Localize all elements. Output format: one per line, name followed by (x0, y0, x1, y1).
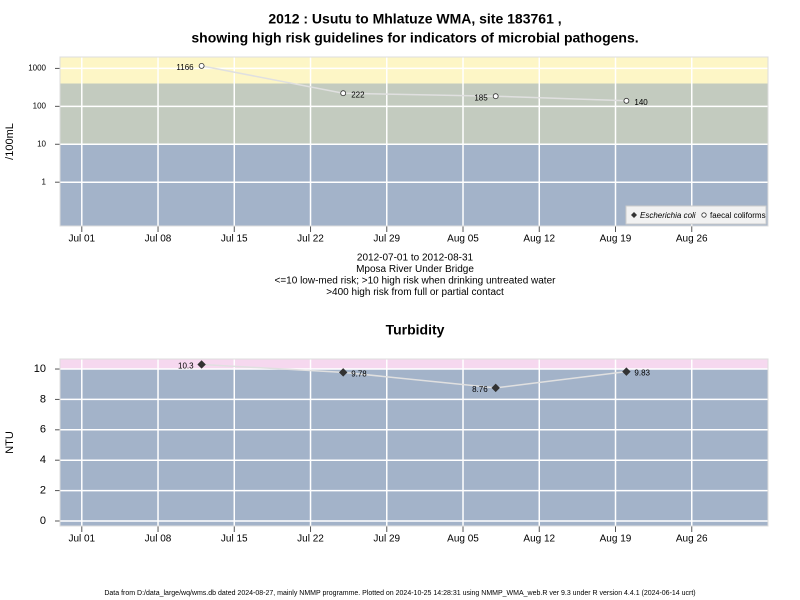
y-tick-label: 8 (40, 393, 46, 405)
chart-title: 2012 : Usutu to Mhlatuze WMA, site 18376… (268, 11, 561, 27)
data-label: 9.78 (351, 369, 367, 378)
data-label: 185 (474, 93, 488, 102)
plot-frame (59, 358, 769, 527)
x-tick-label: Jul 08 (145, 534, 172, 545)
y-tick-label: 10 (37, 139, 46, 148)
legend-label: Escherichia coli (640, 211, 696, 220)
data-label: 1166 (176, 63, 194, 72)
risk-band (60, 369, 768, 526)
x-tick-label: Aug 19 (600, 234, 632, 245)
footer: Data from D:/data_large/wq/wms.db dated … (104, 590, 695, 597)
y-tick-label: 6 (40, 424, 46, 436)
data-point (198, 62, 205, 69)
x-tick-label: Jul 08 (145, 234, 172, 245)
legend-box (625, 205, 767, 225)
x-tick-label: Aug 12 (523, 234, 555, 245)
legend-marker (631, 212, 637, 218)
x-tick-label: Aug 26 (676, 234, 708, 245)
risk-band (60, 359, 768, 370)
caption-note: >400 high risk from full or partial cont… (326, 287, 504, 298)
data-point (491, 383, 500, 393)
plot-frame (59, 56, 769, 227)
x-tick-label: Aug 05 (447, 234, 479, 245)
caption-note: 2012-07-01 to 2012-08-31 (357, 253, 474, 264)
x-tick-label: Jul 22 (297, 534, 324, 545)
y-tick-label: 1000 (28, 64, 46, 73)
x-tick-label: Jul 15 (221, 234, 248, 245)
data-point (338, 368, 348, 377)
y-tick-label: 1 (42, 177, 47, 186)
data-label: 222 (351, 90, 365, 99)
caption-note: Mposa River Under Bridge (356, 264, 474, 275)
data-point (492, 93, 499, 100)
data-label: 140 (634, 98, 648, 107)
y-tick-label: 100 (33, 101, 47, 110)
data-point (622, 367, 631, 376)
chart-title: Turbidity (386, 322, 445, 338)
y-axis-label: /100mL (4, 123, 16, 160)
y-tick-label: 2 (40, 485, 46, 497)
x-tick-label: Aug 05 (447, 534, 479, 545)
y-tick-label: 4 (40, 454, 46, 466)
series-line (201, 65, 627, 102)
y-tick-label: 0 (40, 515, 46, 527)
x-tick-label: Jul 22 (297, 234, 324, 245)
data-label: 9.83 (634, 369, 650, 378)
data-point (623, 97, 630, 104)
data-point (197, 360, 206, 369)
x-tick-label: Aug 19 (600, 534, 632, 545)
chart-title: showing high risk guidelines for indicat… (191, 30, 638, 46)
data-label: 10.3 (178, 362, 194, 371)
data-point (340, 90, 347, 97)
risk-band (60, 57, 768, 84)
caption-note: <=10 low-med risk; >10 high risk when dr… (275, 276, 557, 287)
risk-band (60, 83, 768, 145)
y-axis-label: NTU (4, 431, 16, 454)
legend: Escherichia coli faecal coliforms (625, 205, 767, 225)
x-tick-label: Jul 29 (373, 534, 400, 545)
data-label: 8.76 (472, 385, 488, 394)
series-line (201, 363, 627, 389)
legend-label: faecal coliforms (710, 211, 766, 220)
x-tick-label: Aug 12 (523, 534, 555, 545)
x-tick-label: Jul 01 (68, 234, 95, 245)
legend-marker (701, 212, 707, 218)
x-tick-label: Jul 15 (221, 534, 248, 545)
x-tick-label: Jul 29 (373, 234, 400, 245)
x-tick-label: Jul 01 (68, 534, 95, 545)
x-tick-label: Aug 26 (676, 534, 708, 545)
y-tick-label: 10 (34, 363, 46, 375)
